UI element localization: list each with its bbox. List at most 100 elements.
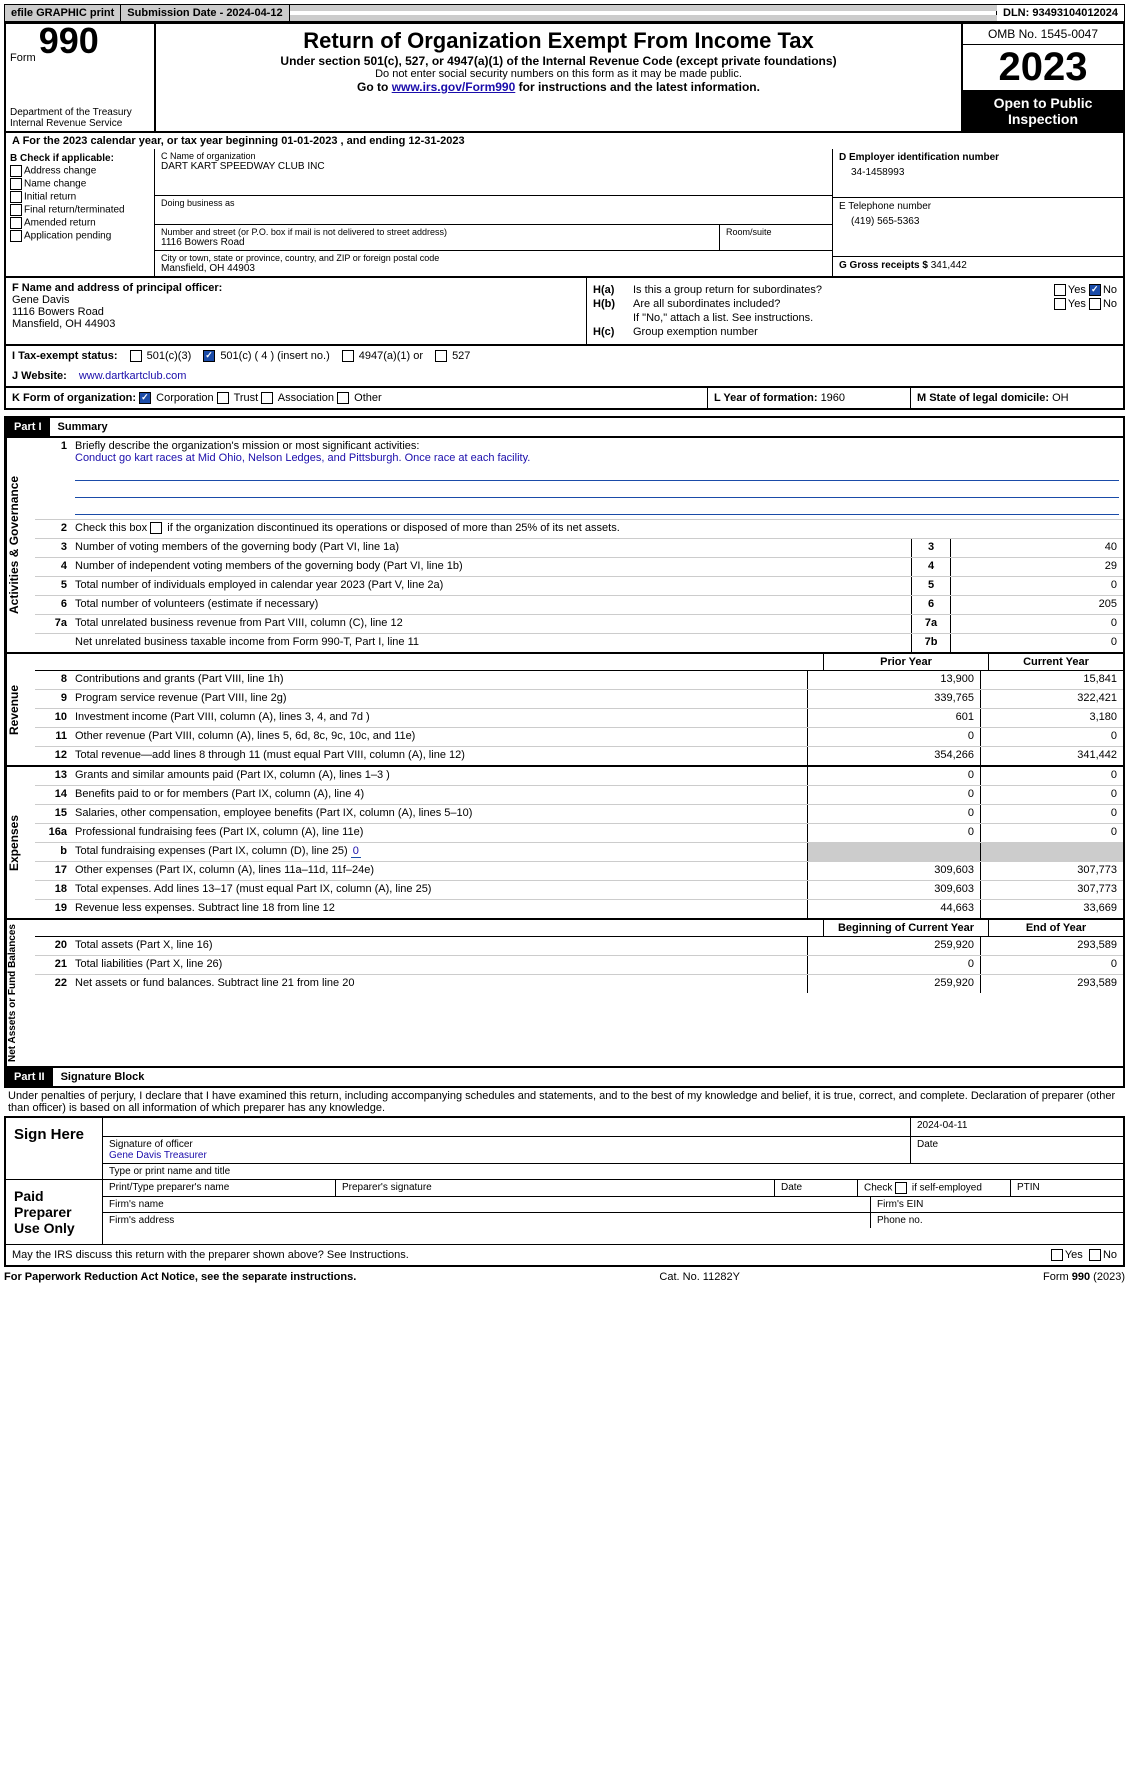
amended-return[interactable]: Amended return [10, 217, 150, 229]
paid-preparer: Paid Preparer Use Only [6, 1180, 103, 1244]
hb-yes[interactable]: Yes [1054, 298, 1086, 310]
k-other[interactable]: Other [337, 392, 382, 404]
date-label: Date [911, 1137, 1123, 1163]
hdr-prior: Prior Year [823, 654, 988, 670]
ce15: 0 [980, 805, 1123, 823]
q3: Number of voting members of the governin… [75, 541, 399, 553]
discuss-label: May the IRS discuss this return with the… [12, 1249, 409, 1261]
pb20: 259,920 [807, 937, 980, 955]
gross-label: G Gross receipts $ [839, 260, 931, 271]
self-emp[interactable]: Check if self-employed [858, 1180, 1011, 1196]
addr-change[interactable]: Address change [10, 165, 150, 177]
e13: Grants and similar amounts paid (Part IX… [71, 767, 807, 785]
pe14: 0 [807, 786, 980, 804]
name-change[interactable]: Name change [10, 178, 150, 190]
org-city: Mansfield, OH 44903 [161, 263, 826, 274]
sig-field[interactable] [103, 1118, 911, 1136]
e16b-curr [980, 843, 1123, 861]
irs-link[interactable]: www.irs.gov/Form990 [392, 80, 516, 94]
pe15: 0 [807, 805, 980, 823]
pe13: 0 [807, 767, 980, 785]
open-inspection: Open to Public Inspection [963, 91, 1123, 131]
part2-hdr: Part II [6, 1068, 53, 1086]
gross-receipts: 341,442 [931, 260, 967, 271]
part2-bar: Part II Signature Block [4, 1068, 1125, 1088]
hb-no[interactable]: No [1089, 298, 1117, 310]
e14: Benefits paid to or for members (Part IX… [71, 786, 807, 804]
l-label: L Year of formation: [714, 392, 821, 404]
discuss-no[interactable]: No [1089, 1249, 1117, 1261]
i-527[interactable]: 527 [435, 350, 470, 362]
k-label: K Form of organization: [12, 392, 136, 404]
i-501c[interactable]: 501(c) ( 4 ) (insert no.) [203, 350, 329, 362]
room-label: Room/suite [726, 227, 826, 237]
form-header: Form 990 Department of the Treasury Inte… [4, 22, 1125, 133]
e16b-prior [807, 843, 980, 861]
side-exp: Expenses [6, 767, 35, 918]
pe18: 309,603 [807, 881, 980, 899]
form-label: Form [10, 52, 36, 64]
ptin: PTIN [1011, 1180, 1123, 1196]
phone: (419) 565-5363 [839, 212, 1117, 231]
top-bar: efile GRAPHIC print Submission Date - 20… [4, 4, 1125, 22]
i-501c3[interactable]: 501(c)(3) [130, 350, 192, 362]
r11: Other revenue (Part VIII, column (A), li… [71, 728, 807, 746]
discuss-yes[interactable]: Yes [1051, 1249, 1083, 1261]
hb-pre: H(b) [593, 298, 633, 310]
ha-label: Is this a group return for subordinates? [633, 284, 1054, 296]
k-assoc[interactable]: Association [261, 392, 334, 404]
part2-title: Signature Block [53, 1068, 153, 1086]
r8: Contributions and grants (Part VIII, lin… [71, 671, 807, 689]
p8: 13,900 [807, 671, 980, 689]
website-link[interactable]: www.dartkartclub.com [79, 370, 187, 382]
spacer [290, 11, 997, 15]
ha-yes[interactable]: Yes [1054, 284, 1086, 296]
r12: Total revenue—add lines 8 through 11 (mu… [71, 747, 807, 765]
k-corp[interactable]: Corporation [139, 392, 214, 404]
dept-label: Department of the Treasury Internal Reve… [10, 107, 132, 129]
initial-return[interactable]: Initial return [10, 191, 150, 203]
officer-addr2: Mansfield, OH 44903 [12, 318, 580, 330]
v5: 0 [951, 577, 1123, 595]
sub3-post: for instructions and the latest informat… [519, 80, 760, 94]
side-rev: Revenue [6, 654, 35, 765]
officer-addr1: 1116 Bowers Road [12, 306, 580, 318]
footer-form: Form 990 (2023) [1043, 1271, 1125, 1283]
v7b: 0 [951, 634, 1123, 652]
phone-label: E Telephone number [839, 201, 1117, 212]
part1-hdr: Part I [6, 418, 50, 436]
sub3-pre: Go to [357, 80, 392, 94]
hdr-begin: Beginning of Current Year [823, 920, 988, 936]
side-gov: Activities & Governance [6, 438, 35, 652]
org-address: 1116 Bowers Road [161, 237, 713, 248]
ce19: 33,669 [980, 900, 1123, 918]
q1: Briefly describe the organization's miss… [75, 440, 419, 452]
firm-ein: Firm's EIN [871, 1197, 1123, 1212]
k-trust[interactable]: Trust [217, 392, 259, 404]
col-c: C Name of organization DART KART SPEEDWA… [155, 149, 832, 276]
hb-label: Are all subordinates included? [633, 298, 1054, 310]
e18: Total expenses. Add lines 13–17 (must eq… [71, 881, 807, 899]
city-label: City or town, state or province, country… [161, 253, 826, 263]
col-b: B Check if applicable: Address change Na… [6, 149, 155, 276]
q2: Check this box if the organization disco… [71, 520, 1123, 538]
q7b: Net unrelated business taxable income fr… [75, 636, 419, 648]
app-pending[interactable]: Application pending [10, 230, 150, 242]
exp-section: Expenses 13Grants and similar amounts pa… [4, 767, 1125, 920]
part1-title: Summary [50, 418, 116, 436]
omb: OMB No. 1545-0047 [963, 24, 1123, 45]
e19: Revenue less expenses. Subtract line 18 … [71, 900, 807, 918]
sub1: Under section 501(c), 527, or 4947(a)(1)… [164, 54, 953, 68]
officer-sig-name: Gene Davis Treasurer [109, 1150, 207, 1161]
c8: 15,841 [980, 671, 1123, 689]
n21: Total liabilities (Part X, line 26) [71, 956, 807, 974]
i-4947[interactable]: 4947(a)(1) or [342, 350, 423, 362]
final-return[interactable]: Final return/terminated [10, 204, 150, 216]
mission: Conduct go kart races at Mid Ohio, Nelso… [75, 452, 530, 464]
ein: 34-1458993 [839, 163, 1117, 182]
sig-label: Signature of officer [109, 1139, 193, 1150]
dln: DLN: 93493104012024 [997, 5, 1124, 21]
col-d: D Employer identification number 34-1458… [832, 149, 1123, 276]
ha-no[interactable]: No [1089, 284, 1117, 296]
dba-label: Doing business as [161, 198, 826, 208]
